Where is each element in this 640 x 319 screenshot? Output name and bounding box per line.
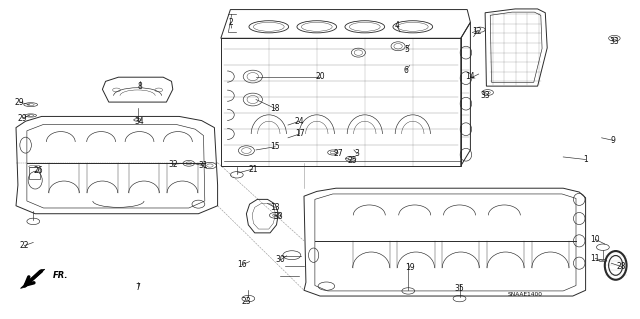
Text: 30: 30 — [275, 256, 285, 264]
Text: SNAAE1400: SNAAE1400 — [508, 292, 542, 297]
Text: FR.: FR. — [52, 271, 68, 280]
Text: 9: 9 — [611, 136, 616, 145]
Text: 25: 25 — [347, 156, 357, 165]
Text: 14: 14 — [465, 72, 476, 81]
Polygon shape — [20, 269, 45, 288]
Text: 1: 1 — [583, 155, 588, 164]
Text: 3: 3 — [355, 149, 360, 158]
Text: 33: 33 — [480, 91, 490, 100]
Text: 34: 34 — [134, 117, 145, 126]
Text: 7: 7 — [135, 283, 140, 292]
Text: 4: 4 — [394, 21, 399, 30]
Text: 32: 32 — [168, 160, 178, 169]
Text: 31: 31 — [198, 161, 209, 170]
Text: 12: 12 — [472, 27, 481, 36]
Text: 13: 13 — [270, 203, 280, 212]
Text: 19: 19 — [404, 263, 415, 272]
Text: 15: 15 — [270, 142, 280, 151]
Text: 27: 27 — [333, 149, 343, 158]
Text: 26: 26 — [33, 166, 44, 175]
Text: 18: 18 — [271, 104, 280, 113]
Text: 8: 8 — [137, 82, 142, 91]
Text: 29: 29 — [17, 114, 28, 122]
Text: 11: 11 — [591, 254, 600, 263]
Text: 21: 21 — [248, 165, 257, 174]
Text: 33: 33 — [609, 37, 620, 46]
Text: 24: 24 — [294, 117, 305, 126]
Text: 6: 6 — [404, 66, 409, 75]
Text: 10: 10 — [590, 235, 600, 244]
Bar — [29, 167, 40, 179]
Text: 20: 20 — [315, 72, 325, 81]
Text: 22: 22 — [20, 241, 29, 250]
Text: 33: 33 — [273, 212, 284, 221]
Text: 17: 17 — [294, 130, 305, 138]
Text: 35: 35 — [454, 284, 465, 293]
Text: 23: 23 — [241, 297, 252, 306]
Text: 16: 16 — [237, 260, 247, 269]
Text: 5: 5 — [404, 45, 409, 54]
Text: 29: 29 — [14, 98, 24, 107]
Text: 28: 28 — [616, 262, 625, 271]
Text: 2: 2 — [228, 18, 233, 27]
